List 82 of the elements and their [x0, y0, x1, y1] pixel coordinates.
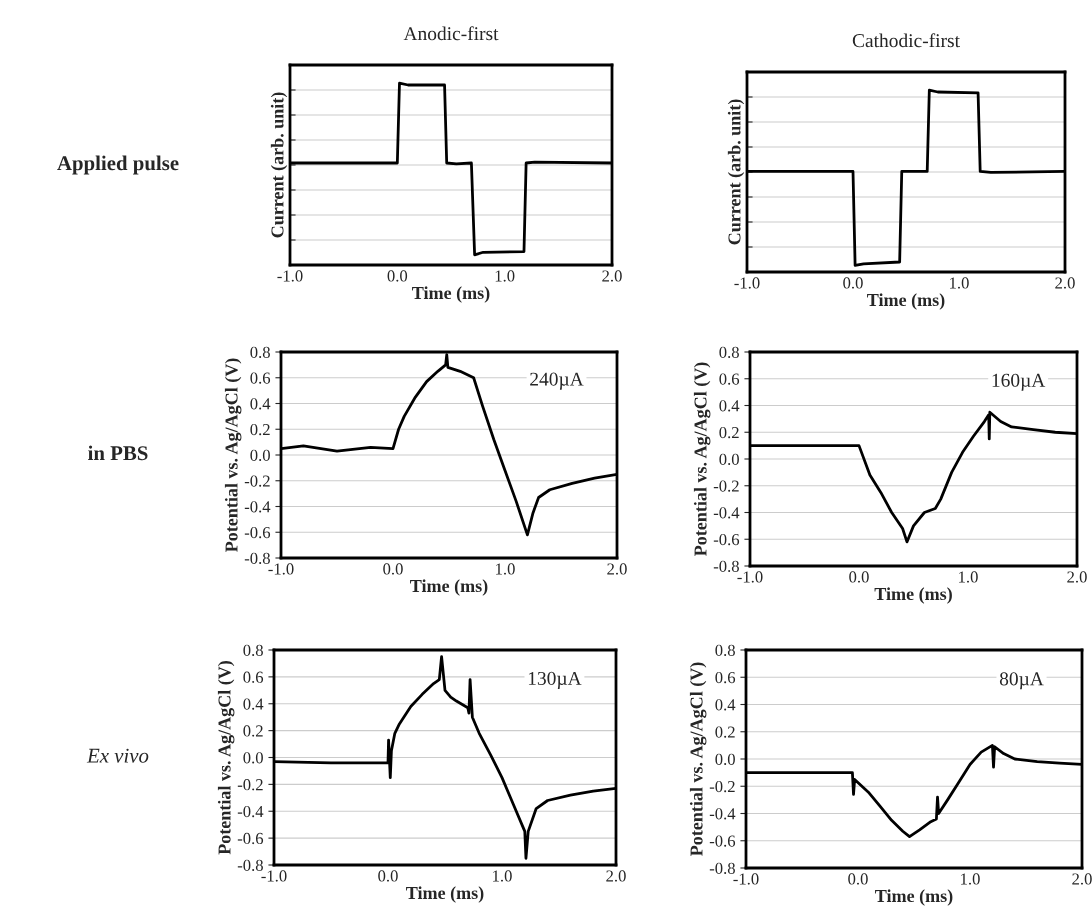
- y-tick-label: 0.0: [250, 449, 270, 462]
- y-tick-label: 0.6: [715, 671, 736, 684]
- y-tick-label: -0.8: [244, 552, 270, 565]
- text: Ex vivo: [86, 748, 149, 763]
- y-tick-label: 0.2: [715, 726, 735, 738]
- y-tick-label: 0.4: [250, 398, 271, 410]
- y-tick-label: -0.4: [237, 805, 264, 818]
- y-tick-label: 0.4: [719, 400, 740, 412]
- x-tick-label: 1.0: [950, 277, 969, 289]
- x-tick-label: 0.0: [843, 277, 863, 289]
- y-tick-label: -0.6: [237, 832, 264, 845]
- annotation: 130µA: [528, 671, 582, 689]
- line-series: [274, 655, 616, 860]
- y-tick-label: 0.8: [250, 346, 270, 359]
- y-tick-label: 0.8: [243, 644, 263, 657]
- x-tick-label: 1.0: [961, 873, 980, 885]
- y-tick-label: 0.2: [250, 423, 270, 436]
- chart-title: Anodic-first: [403, 26, 499, 41]
- x-axis-title: Time (ms): [410, 579, 488, 596]
- x-axis-title: Time (ms): [867, 293, 945, 310]
- y-axis-title: Current (arb. unit): [270, 92, 288, 238]
- y-tick-label: -0.4: [713, 507, 740, 519]
- x-tick-label: 1.0: [495, 270, 515, 282]
- y-tick-label: -0.8: [713, 560, 739, 573]
- y-tick-label: -0.6: [709, 835, 736, 847]
- y-tick-label: 0.8: [715, 644, 735, 657]
- text: in PBS: [88, 445, 148, 461]
- y-axis-title: Potential vs. Ag/AgCl (V): [224, 358, 242, 552]
- y-tick-label: 0.4: [715, 699, 736, 711]
- y-tick-label: 0.6: [719, 373, 740, 385]
- y-tick-label: 0.8: [719, 346, 739, 359]
- y-tick-label: 0.4: [243, 698, 264, 710]
- x-tick-label: -1.0: [737, 571, 763, 583]
- x-tick-label: 0.0: [849, 571, 869, 583]
- y-axis-title: Potential vs. Ag/AgCl (V): [217, 661, 235, 855]
- text: Applied pulse: [57, 155, 179, 175]
- x-tick-label: 2.0: [607, 563, 627, 575]
- x-axis-title: Time (ms): [875, 889, 953, 906]
- y-tick-label: -0.4: [709, 808, 736, 820]
- annotation: 80µA: [999, 672, 1044, 690]
- y-tick-label: 0.2: [243, 725, 263, 737]
- x-tick-label: 2.0: [606, 870, 626, 882]
- y-axis-title: Potential vs. Ag/AgCl (V): [689, 662, 707, 856]
- x-axis-title: Time (ms): [874, 587, 952, 604]
- x-tick-label: 0.0: [378, 870, 398, 882]
- x-tick-label: -1.0: [261, 870, 287, 882]
- x-tick-label: -1.0: [733, 873, 759, 885]
- y-tick-label: -0.8: [709, 862, 735, 875]
- x-tick-label: 0.0: [387, 270, 408, 282]
- y-axis-title: Current (arb. unit): [727, 99, 745, 245]
- y-tick-label: -0.6: [713, 533, 740, 546]
- y-tick-label: 0.6: [243, 671, 264, 683]
- y-tick-label: -0.4: [244, 501, 271, 513]
- x-tick-label: 1.0: [496, 563, 515, 575]
- x-tick-label: 0.0: [848, 873, 868, 885]
- x-tick-label: 2.0: [1055, 277, 1075, 289]
- annotation: 240µA: [530, 372, 584, 390]
- y-tick-label: -0.8: [237, 859, 263, 872]
- y-axis-title: Potential vs. Ag/AgCl (V): [693, 362, 711, 556]
- y-tick-label: 0.2: [719, 426, 739, 439]
- x-tick-label: 1.0: [493, 870, 512, 882]
- x-tick-label: -1.0: [734, 277, 760, 289]
- chart-title: Cathodic-first: [852, 33, 960, 48]
- y-tick-label: 0.0: [715, 753, 735, 766]
- y-tick-label: -0.2: [244, 475, 270, 487]
- x-tick-label: 2.0: [1067, 571, 1087, 583]
- y-tick-label: -0.2: [713, 480, 739, 492]
- x-tick-label: 0.0: [383, 563, 403, 575]
- y-tick-label: 0.6: [250, 372, 271, 384]
- x-tick-label: 2.0: [602, 270, 622, 282]
- x-axis-title: Time (ms): [406, 886, 484, 903]
- y-tick-label: 0.0: [719, 453, 739, 466]
- y-tick-label: -0.2: [237, 779, 263, 791]
- annotation: 160µA: [992, 373, 1046, 391]
- x-tick-label: 1.0: [959, 571, 978, 583]
- x-tick-label: -1.0: [268, 563, 294, 575]
- x-axis-title: Time (ms): [412, 286, 490, 303]
- y-tick-label: 0.0: [243, 752, 263, 764]
- x-tick-label: 2.0: [1072, 873, 1092, 885]
- y-tick-label: -0.6: [244, 526, 271, 539]
- y-tick-label: -0.2: [709, 780, 735, 793]
- x-tick-label: -1.0: [277, 270, 303, 282]
